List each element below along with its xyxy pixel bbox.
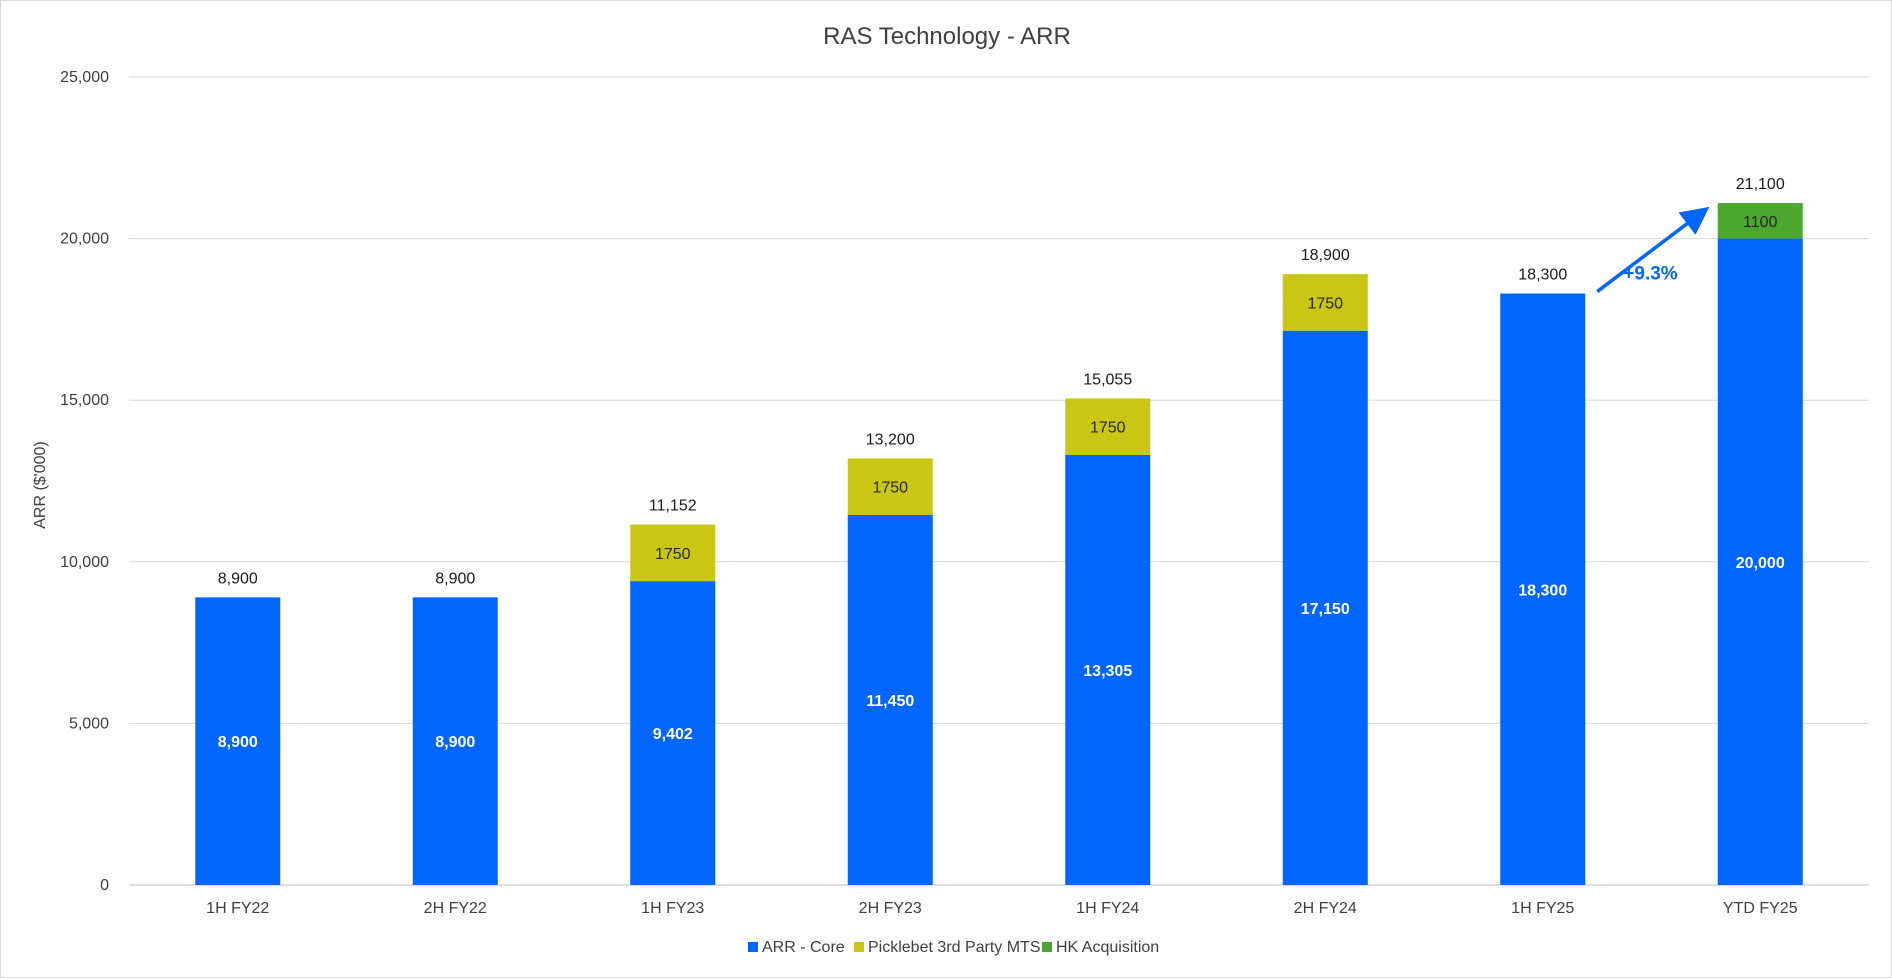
bar-segment-1-3 <box>847 458 933 515</box>
bar-segment-0-1 <box>412 597 498 885</box>
bar-segment-1-5 <box>1282 274 1368 331</box>
segment-value-label: 8,900 <box>218 734 258 751</box>
gridlines <box>129 76 1869 886</box>
total-value-label: 18,300 <box>1518 267 1567 284</box>
segment-value-label: 17,150 <box>1301 601 1350 618</box>
y-axis-title: ARR ($'000) <box>32 441 49 529</box>
legend-swatch-2 <box>1042 942 1052 952</box>
total-value-label: 18,900 <box>1301 247 1350 264</box>
segment-value-label: 13,305 <box>1083 663 1132 680</box>
segment-value-label: 8,900 <box>435 734 475 751</box>
bar-segment-1-4 <box>1065 398 1151 455</box>
segment-value-label: 9,402 <box>653 726 693 743</box>
segment-value-label: 20,000 <box>1736 555 1785 572</box>
total-value-label: 8,900 <box>218 570 258 587</box>
y-tick-label: 20,000 <box>60 231 109 248</box>
bar-segment-0-3 <box>847 514 933 885</box>
total-value-label: 15,055 <box>1083 371 1132 388</box>
growth-arrow <box>1596 206 1710 293</box>
total-value-label: 11,152 <box>649 498 697 515</box>
bar-segment-0-0 <box>195 597 281 885</box>
y-tick-label: 25,000 <box>60 69 109 86</box>
total-value-label: 21,100 <box>1736 176 1785 193</box>
x-tick-label: 1H FY25 <box>1511 900 1574 917</box>
x-tick-label: 1H FY22 <box>206 900 269 917</box>
bar-segment-0-4 <box>1065 454 1151 885</box>
y-tick-label: 10,000 <box>60 554 109 571</box>
y-axis-ticks: 0 5,000 10,000 15,000 20,000 25,000 <box>60 69 109 894</box>
growth-annotation: +9.3% <box>1596 206 1710 293</box>
x-tick-label: YTD FY25 <box>1723 900 1798 917</box>
x-tick-label: 1H FY23 <box>641 900 704 917</box>
segment-value-label: 1750 <box>1090 420 1126 437</box>
x-tick-label: 2H FY22 <box>424 900 487 917</box>
y-tick-label: 0 <box>100 877 109 894</box>
segment-value-label: 1100 <box>1743 214 1778 231</box>
legend: ARR - Core Picklebet 3rd Party MTS HK Acqu… <box>748 939 1159 956</box>
bar-segment-1-2 <box>630 524 716 582</box>
segment-value-label: 1750 <box>655 546 691 563</box>
segment-value-label: 1750 <box>1307 295 1343 312</box>
y-tick-label: 15,000 <box>60 392 109 409</box>
bar-segment-2-7 <box>1717 203 1803 239</box>
data-labels: 8,900 8,900 8,900 8,900 9,402 1750 11,152 11,45… <box>218 176 1785 751</box>
legend-label: HK Acquisition <box>1056 939 1159 956</box>
segment-value-label: 11,450 <box>866 693 914 710</box>
x-tick-label: 2H FY24 <box>1294 900 1357 917</box>
bar-segment-0-2 <box>630 581 716 885</box>
y-tick-label: 5,000 <box>69 715 109 732</box>
x-axis-ticks: 1H FY22 2H FY22 1H FY23 2H FY23 1H FY24 2H FY… <box>206 900 1798 917</box>
x-tick-label: 1H FY24 <box>1076 900 1139 917</box>
x-tick-label: 2H FY23 <box>859 900 922 917</box>
bar-segment-0-5 <box>1282 330 1368 885</box>
legend-swatch-1 <box>854 942 864 952</box>
legend-label: ARR - Core <box>762 939 845 956</box>
total-value-label: 13,200 <box>866 431 915 448</box>
legend-swatch-0 <box>748 942 758 952</box>
segment-value-label: 18,300 <box>1518 582 1567 599</box>
legend-label: Picklebet 3rd Party MTS <box>868 939 1041 956</box>
total-value-label: 8,900 <box>435 570 475 587</box>
segment-value-label: 1750 <box>872 480 908 497</box>
bar-segment-0-7 <box>1717 238 1803 886</box>
chart-title: RAS Technology - ARR <box>823 23 1071 50</box>
bars <box>195 203 1803 886</box>
bar-segment-0-6 <box>1500 293 1586 885</box>
growth-label: +9.3% <box>1623 263 1678 284</box>
